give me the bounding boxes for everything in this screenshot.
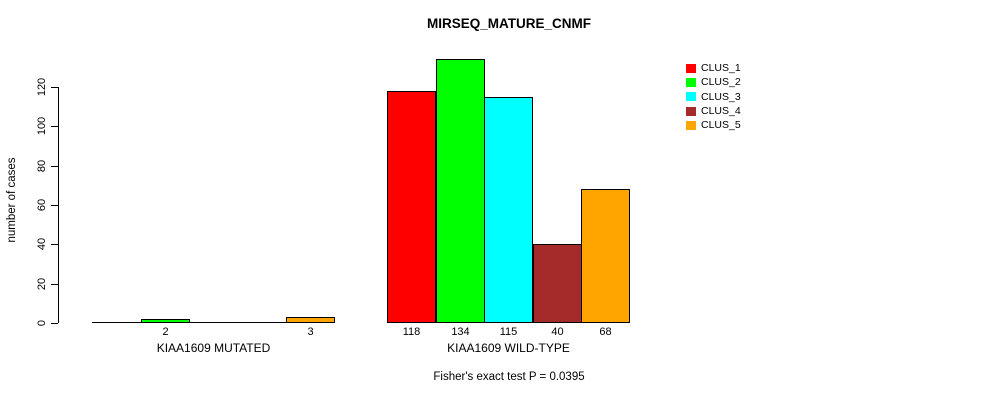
y-axis-line [58,87,59,323]
y-axis-tick-label: 40 [36,237,48,251]
legend-item-label: CLUS_4 [701,105,741,118]
legend-item-label: CLUS_1 [701,62,741,75]
bar-value-label-clus_2-group1: 2 [162,326,169,338]
y-axis-tick-label: 0 [36,319,48,327]
chart-title: MIRSEQ_MATURE_CNMF [426,16,592,31]
y-axis-tick [51,205,58,206]
y-axis-tick [51,284,58,285]
bar-clus_2-group1 [141,319,190,323]
legend-swatch-icon [686,106,696,116]
y-axis-tick-label: 120 [36,77,48,97]
legend-swatch-icon [686,120,696,130]
legend-item-label: CLUS_2 [701,76,741,89]
bar-clus_1-group2 [387,91,436,323]
fisher-test-annotation: Fisher's exact test P = 0.0395 [433,371,585,383]
bar-value-label-clus_2-group2: 134 [451,326,470,338]
y-axis-tick-label: 100 [36,116,48,136]
legend-item-clus_3: CLUS_3 [686,90,741,104]
y-axis-tick [51,244,58,245]
bar-clus_3-group1 [189,322,238,323]
y-axis-tick [51,126,58,127]
bar-value-label-clus_1-group2: 118 [402,326,421,338]
legend-swatch-icon [686,77,696,87]
y-axis-tick-label: 20 [36,277,48,291]
legend-item-label: CLUS_5 [701,119,741,132]
bar-value-label-clus_4-group2: 40 [551,326,564,338]
bar-value-label-clus_5-group1: 3 [307,326,314,338]
legend-item-label: CLUS_3 [701,90,741,103]
y-axis-label: number of cases [6,157,18,243]
bar-clus_4-group1 [238,322,287,323]
legend-item-clus_4: CLUS_4 [686,104,741,118]
legend: CLUS_1 CLUS_2 CLUS_3 CLUS_4 CLUS_5 [686,61,741,132]
legend-item-clus_1: CLUS_1 [686,61,741,75]
y-axis-tick [51,166,58,167]
y-axis-tick [51,87,58,88]
y-axis-tick [51,323,58,324]
bar-clus_1-group1 [92,322,141,323]
group-label-2: KIAA1609 WILD-TYPE [447,341,570,355]
legend-item-clus_5: CLUS_5 [686,118,741,132]
legend-item-clus_2: CLUS_2 [686,75,741,89]
y-axis-tick-label: 80 [36,159,48,173]
legend-swatch-icon [686,63,696,73]
bar-clus_2-group2 [436,59,485,323]
legend-swatch-icon [686,92,696,102]
y-axis-tick-label: 60 [36,198,48,212]
bar-value-label-clus_5-group2: 68 [599,326,612,338]
bar-clus_4-group2 [533,244,582,323]
group-label-1: KIAA1609 MUTATED [156,341,271,355]
bar-value-label-clus_3-group2: 115 [499,326,518,338]
bar-clus_3-group2 [484,97,533,323]
bar-clus_5-group1 [286,317,335,323]
bar-clus_5-group2 [581,189,630,323]
